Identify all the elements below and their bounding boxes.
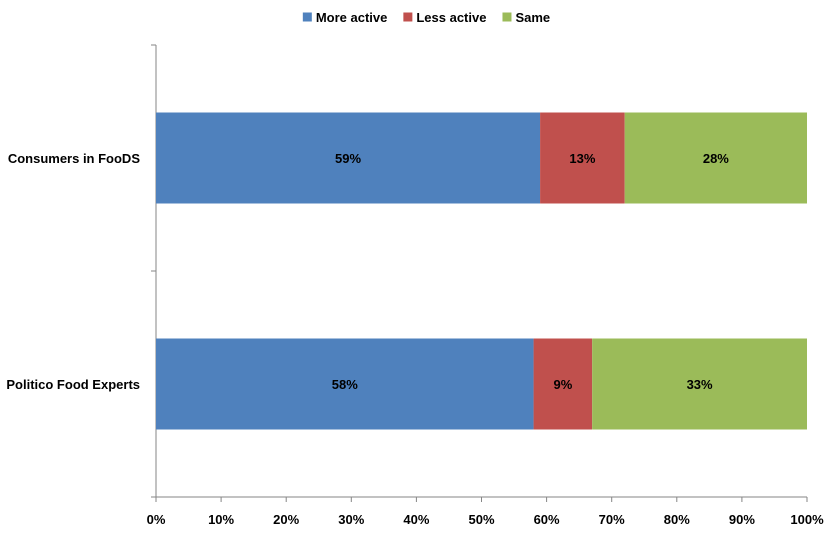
- x-tick-label: 60%: [534, 512, 560, 527]
- bar-less-active-politico-food-experts: [533, 338, 593, 430]
- legend-label-more-active: More active: [316, 10, 388, 25]
- legend-label-less-active: Less active: [416, 10, 486, 25]
- category-label-politico-food-experts: Politico Food Experts: [6, 377, 140, 392]
- x-tick-label: 80%: [664, 512, 690, 527]
- bar-more-active-politico-food-experts: [156, 338, 534, 430]
- x-tick-label: 40%: [403, 512, 429, 527]
- bar-same-politico-food-experts: [592, 338, 807, 430]
- x-tick-label: 0%: [147, 512, 166, 527]
- x-tick-label: 100%: [790, 512, 824, 527]
- data-label-more-active-consumers-in-foods: 59%: [335, 151, 361, 166]
- data-label-more-active-politico-food-experts: 58%: [332, 377, 358, 392]
- bars: [156, 112, 807, 430]
- category-label-consumers-in-foods: Consumers in FooDS: [8, 151, 141, 166]
- bar-more-active-consumers-in-foods: [156, 112, 541, 204]
- x-tick-label: 50%: [468, 512, 494, 527]
- legend-item-more-active: More active: [302, 10, 388, 25]
- legend-swatch-more-active: [302, 12, 312, 22]
- axes: 0% 10% 20% 30% 40% 50% 60% 70% 80% 90% 100% Consume…: [6, 44, 824, 527]
- x-tick-label: 20%: [273, 512, 299, 527]
- x-tick-label: 30%: [338, 512, 364, 527]
- data-label-same-consumers-in-foods: 28%: [703, 151, 729, 166]
- data-label-less-active-consumers-in-foods: 13%: [569, 151, 595, 166]
- legend-swatch-less-active: [403, 12, 413, 22]
- data-label-same-politico-food-experts: 33%: [687, 377, 713, 392]
- legend-label-same: Same: [515, 10, 550, 25]
- data-labels: 59% 13% 28% 58% 9% 33%: [332, 151, 730, 392]
- legend-item-less-active: Less active: [403, 10, 486, 25]
- legend-swatch-same: [502, 12, 512, 22]
- data-label-less-active-politico-food-experts: 9%: [553, 377, 572, 392]
- bar-less-active-consumers-in-foods: [540, 112, 625, 204]
- x-tick-label: 10%: [208, 512, 234, 527]
- x-tick-label: 90%: [729, 512, 755, 527]
- legend: More active Less active Same: [302, 10, 550, 25]
- legend-item-same: Same: [502, 10, 550, 25]
- bar-same-consumers-in-foods: [624, 112, 807, 204]
- x-tick-label: 70%: [599, 512, 625, 527]
